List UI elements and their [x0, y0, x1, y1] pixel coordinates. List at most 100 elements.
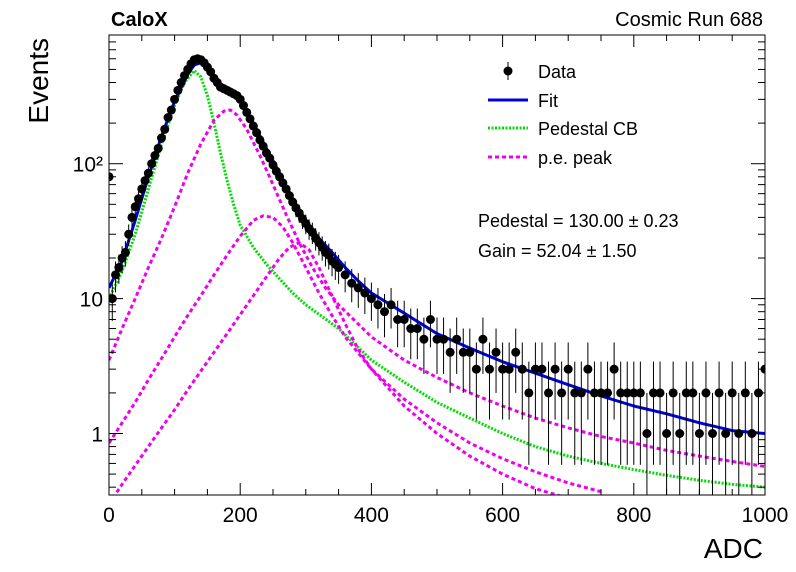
data-point	[373, 287, 383, 329]
data-point	[734, 392, 744, 495]
data-marker	[176, 78, 186, 88]
y-axis: 1 10 10²	[73, 34, 765, 488]
data-marker	[130, 202, 140, 212]
data-marker	[406, 324, 416, 334]
data-marker	[353, 283, 363, 293]
data-marker	[655, 388, 665, 398]
data-marker	[465, 347, 475, 357]
data-marker	[563, 364, 573, 374]
data-marker	[334, 263, 344, 273]
data-point	[445, 328, 455, 393]
x-tick-label: 400	[354, 504, 389, 527]
header-left: CaloX	[111, 9, 168, 31]
data-point	[143, 167, 153, 180]
data-marker	[445, 347, 455, 357]
data-marker	[727, 388, 737, 398]
data-point	[137, 182, 147, 197]
data-point	[425, 300, 435, 348]
data-marker	[127, 212, 137, 222]
data-marker	[340, 270, 350, 280]
data-marker	[347, 278, 357, 288]
data-point	[629, 361, 639, 465]
data-marker	[498, 364, 508, 374]
data-point	[681, 361, 691, 465]
data-marker	[708, 428, 718, 438]
data-marker	[245, 114, 255, 124]
data-point	[360, 277, 370, 315]
data-point	[166, 105, 176, 115]
data-marker	[258, 141, 268, 151]
data-point	[386, 287, 396, 329]
data-marker	[603, 388, 613, 398]
data-point	[347, 268, 357, 303]
data-marker	[524, 388, 534, 398]
data-point	[340, 261, 350, 293]
legend-label-data: Data	[538, 62, 577, 82]
data-point	[524, 361, 534, 465]
data-marker	[629, 388, 639, 398]
data-point	[134, 191, 144, 208]
legend-label-pe-peak: p.e. peak	[538, 148, 613, 168]
data-marker	[668, 388, 678, 398]
data-point	[544, 361, 554, 465]
data-marker	[265, 153, 275, 163]
data-point	[714, 361, 724, 465]
data-point	[439, 317, 449, 374]
data-marker	[173, 85, 183, 95]
pedestal-annotation: Pedestal = 130.00 ± 0.23	[478, 211, 679, 231]
data-marker	[120, 247, 130, 257]
curve-pedestal-cb	[109, 69, 765, 489]
data-marker	[134, 194, 144, 204]
data-point	[491, 328, 501, 393]
data-point	[140, 174, 150, 188]
data-marker	[458, 347, 468, 357]
data-marker	[511, 347, 521, 357]
legend-label-pedestal: Pedestal CB	[538, 119, 638, 139]
data-marker	[675, 428, 685, 438]
data-point	[176, 78, 186, 88]
data-marker	[111, 270, 121, 280]
data-point	[498, 342, 508, 420]
data-marker	[721, 428, 731, 438]
data-point	[635, 361, 645, 465]
data-marker	[140, 176, 150, 186]
data-point	[366, 282, 376, 321]
data-marker	[439, 334, 449, 344]
data-point	[478, 317, 488, 374]
data-marker	[399, 315, 409, 325]
legend-item-pedestal: Pedestal CB	[488, 119, 638, 139]
data-point	[120, 241, 130, 267]
data-marker	[137, 184, 147, 194]
data-marker	[530, 364, 540, 374]
data-point	[465, 328, 475, 393]
data-marker	[550, 364, 560, 374]
data-marker	[648, 388, 658, 398]
data-point	[412, 308, 422, 360]
data-marker	[166, 105, 176, 115]
legend-item-pe-peak: p.e. peak	[488, 148, 613, 168]
data-point	[662, 392, 672, 495]
header-right: Cosmic Run 688	[615, 9, 763, 31]
data-point	[353, 273, 363, 308]
data-marker	[170, 94, 180, 104]
x-tick-label: 1000	[742, 504, 789, 527]
data-point	[399, 300, 409, 348]
data-marker	[635, 388, 645, 398]
data-point	[675, 392, 685, 495]
curve-p-e-peak-2	[109, 214, 602, 494]
data-marker	[557, 388, 567, 398]
data-point	[504, 342, 514, 420]
data-point	[393, 300, 403, 348]
data-point	[655, 361, 665, 465]
data-point	[530, 342, 540, 420]
data-marker	[452, 334, 462, 344]
legend: Data Fit Pedestal CB p.e. peak	[488, 62, 638, 168]
data-marker	[252, 128, 262, 138]
data-marker	[393, 315, 403, 325]
data-point	[511, 328, 521, 393]
data-point	[517, 342, 527, 420]
data-point	[668, 361, 678, 465]
data-marker	[386, 300, 396, 310]
legend-label-fit: Fit	[538, 91, 558, 111]
data-marker	[360, 288, 370, 298]
